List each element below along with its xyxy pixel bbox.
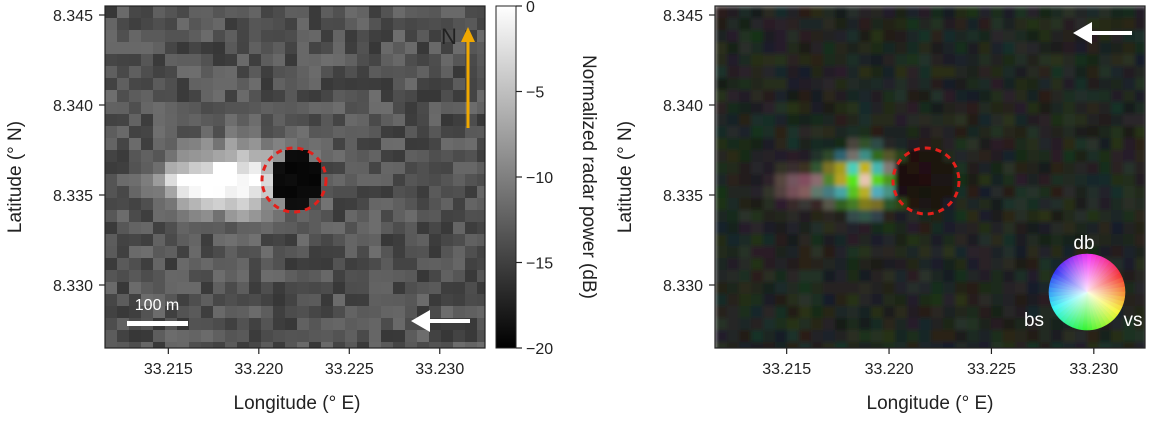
left-y-tick-label: 8.330 xyxy=(53,278,93,295)
left-y-tick-label: 8.345 xyxy=(53,8,93,25)
colorbar-tick-label: −5 xyxy=(526,85,544,102)
right-y-ticks: 8.345 8.340 8.335 8.330 xyxy=(663,8,715,295)
right-look-direction-arrow-icon xyxy=(1073,22,1132,44)
left-y-axis-label: Latitude (° N) xyxy=(5,121,26,233)
left-x-tick-label: 33.230 xyxy=(415,361,464,378)
colorbar-ticks: 0 −5 −10 −15 −20 xyxy=(516,0,553,358)
right-plot-frame xyxy=(714,5,1146,349)
left-plot-frame xyxy=(104,5,486,349)
left-x-ticks: 33.215 33.220 33.225 33.230 xyxy=(144,348,464,378)
right-x-axis-label: Longitude (° E) xyxy=(867,393,994,414)
right-x-tick-label: 33.225 xyxy=(967,361,1016,378)
north-arrow: N xyxy=(441,24,475,128)
crater-circle-right xyxy=(891,146,961,216)
right-y-tick-label: 8.330 xyxy=(663,278,703,295)
right-y-tick-label: 8.345 xyxy=(663,8,703,25)
colorbar-label: Normalized radar power (dB) xyxy=(578,55,599,299)
colorbar-tick-label: −15 xyxy=(526,256,553,273)
left-x-tick-label: 33.225 xyxy=(325,361,374,378)
right-x-ticks: 33.215 33.220 33.225 33.230 xyxy=(762,348,1118,378)
color-wheel-legend: db bs vs xyxy=(1024,233,1143,331)
left-radar-image xyxy=(105,6,485,348)
colorbar: 0 −5 −10 −15 −20 Normalized radar power (dB) xyxy=(495,0,599,358)
left-y-ticks: 8.345 8.340 8.335 8.330 xyxy=(53,8,105,295)
right-x-tick-label: 33.230 xyxy=(1069,361,1118,378)
wheel-label-vs: vs xyxy=(1124,310,1143,331)
right-y-axis-label: Latitude (° N) xyxy=(615,121,636,233)
left-y-tick-label: 8.340 xyxy=(53,98,93,115)
right-y-tick-label: 8.340 xyxy=(663,98,703,115)
right-x-tick-label: 33.215 xyxy=(762,361,811,378)
left-x-tick-label: 33.220 xyxy=(234,361,283,378)
left-y-tick-label: 8.335 xyxy=(53,188,93,205)
colorbar-tick-label: −10 xyxy=(526,170,553,187)
colorbar-tick-label: −20 xyxy=(526,341,553,358)
colorbar-tick-label: 0 xyxy=(526,0,535,16)
wheel-label-bs: bs xyxy=(1024,310,1044,331)
right-x-tick-label: 33.220 xyxy=(865,361,914,378)
crater-circle xyxy=(260,146,328,214)
left-look-direction-arrow-icon xyxy=(411,310,470,332)
left-x-axis-label: Longitude (° E) xyxy=(234,393,361,414)
left-x-tick-label: 33.215 xyxy=(144,361,193,378)
scale-bar-label: 100 m xyxy=(135,297,179,314)
right-y-tick-label: 8.335 xyxy=(663,188,703,205)
wheel-label-db: db xyxy=(1073,233,1094,254)
north-label: N xyxy=(441,24,457,49)
scale-bar: 100 m xyxy=(127,297,188,326)
colorbar-gradient xyxy=(495,5,517,349)
